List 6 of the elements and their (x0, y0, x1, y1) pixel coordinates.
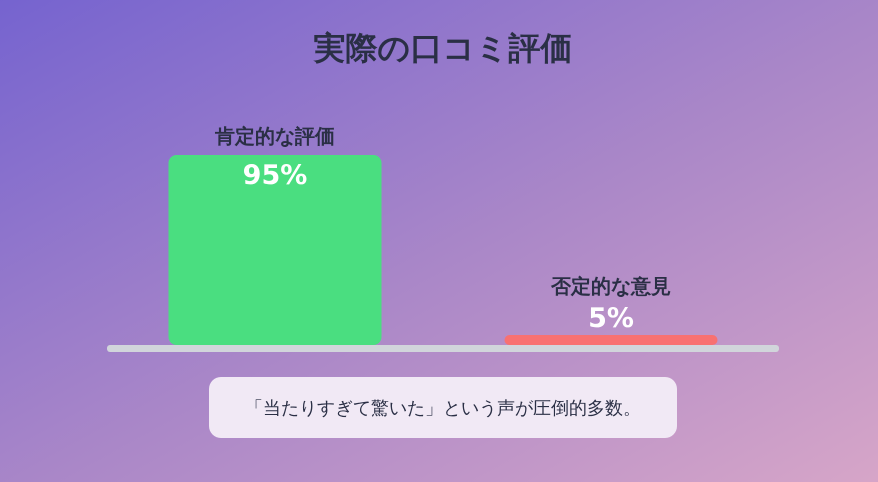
data-label: 5% (588, 303, 634, 334)
data-label: 95% (242, 160, 308, 191)
text: 「当たりすぎて驚いた」という声が圧倒的多数。 (245, 398, 641, 419)
chart-title: 実際の口コミ評価 (312, 29, 572, 67)
x-tick-label: 肯定的な評価 (214, 124, 335, 148)
x-tick-label: 否定的な意見 (550, 274, 671, 298)
